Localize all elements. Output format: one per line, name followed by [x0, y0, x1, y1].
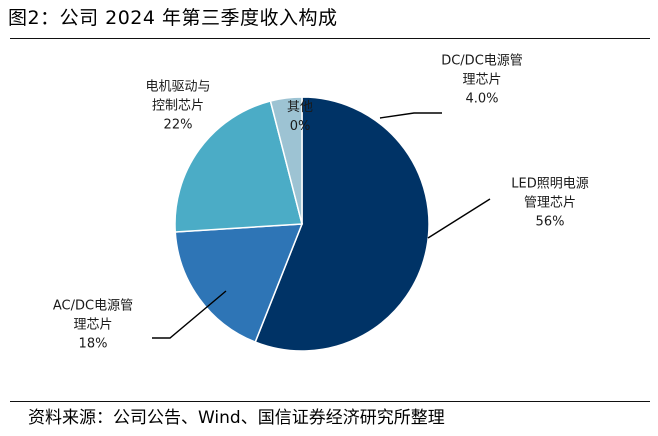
- slice-labels: LED照明电源管理芯片56%AC/DC电源管理芯片18%电机驱动与控制芯片22%…: [53, 54, 589, 352]
- slice-label-led: LED照明电源: [511, 177, 588, 192]
- leader-line-acdc: [152, 290, 227, 339]
- pie-slice-motor: [174, 100, 303, 233]
- leader-line-dcdc: [379, 112, 442, 119]
- slice-label-dcdc: 理芯片: [462, 73, 501, 88]
- slice-label-other: 其他: [287, 100, 313, 115]
- slice-value-other: 0%: [290, 119, 311, 134]
- slice-label-acdc: AC/DC电源管: [53, 299, 133, 314]
- pie-slices: [174, 96, 430, 352]
- slice-label-dcdc: DC/DC电源管: [441, 54, 523, 69]
- slice-label-led: 管理芯片: [524, 196, 576, 211]
- slice-value-acdc: 18%: [79, 337, 108, 352]
- leader-line-led: [427, 198, 491, 239]
- source-note: 资料来源：公司公告、Wind、国信证券经济研究所整理: [28, 408, 445, 428]
- top-divider: [10, 38, 650, 39]
- pie-slice-dcdc: [269, 96, 303, 225]
- slice-label-acdc: 理芯片: [73, 318, 112, 333]
- slice-label-motor: 控制芯片: [152, 99, 204, 114]
- pie-slice-led: [254, 96, 430, 352]
- slice-value-dcdc: 4.0%: [465, 92, 498, 107]
- slice-label-motor: 电机驱动与: [145, 80, 210, 95]
- bottom-divider: [10, 401, 650, 402]
- slice-value-led: 56%: [536, 215, 565, 230]
- slice-value-motor: 22%: [164, 118, 193, 133]
- page-title: 图2：公司 2024 年第三季度收入构成: [8, 7, 338, 29]
- leader-lines: [152, 112, 491, 339]
- pie-slice-acdc: [174, 223, 304, 344]
- pie-chart: LED照明电源管理芯片56%AC/DC电源管理芯片18%电机驱动与控制芯片22%…: [53, 54, 589, 352]
